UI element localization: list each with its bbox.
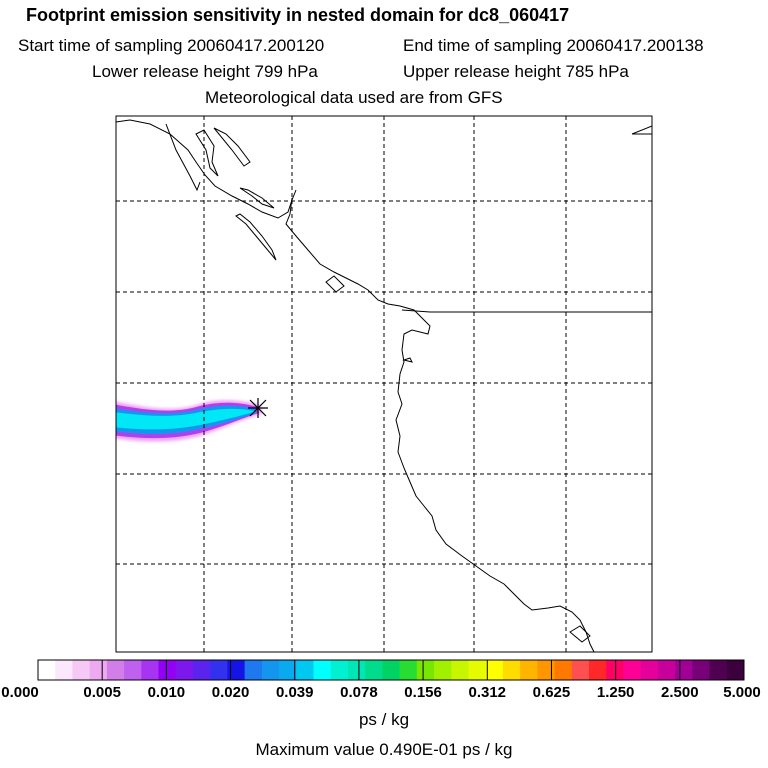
colorbar-swatch <box>537 660 556 680</box>
colorbar-swatch <box>520 660 538 680</box>
colorbar-tick-label: 5.000 <box>723 684 761 701</box>
colorbar-swatch <box>726 660 745 680</box>
colorbar-tick-label: 0.312 <box>468 684 507 701</box>
colorbar-swatch <box>347 660 366 680</box>
colorbar-swatch <box>554 660 573 680</box>
lower-release-height-label: Lower release height 799 hPa <box>92 62 318 81</box>
release-point-marker <box>248 398 268 418</box>
colorbar-swatch <box>485 660 504 680</box>
colorbar-tick-label: 0.020 <box>211 684 250 701</box>
colorbar-swatch <box>657 660 676 680</box>
colorbar-swatch <box>675 660 693 680</box>
colorbar <box>37 659 745 681</box>
maximum-value-label: Maximum value 0.490E-01 ps / kg <box>255 740 513 759</box>
colorbar-tick-label: 0.156 <box>404 684 442 701</box>
colorbar-swatch <box>365 660 383 680</box>
colorbar-swatch <box>279 660 297 680</box>
colorbar-swatch <box>416 660 435 680</box>
colorbar-swatch <box>175 660 194 680</box>
colorbar-tick-label: 0.010 <box>147 684 186 701</box>
colorbar-unit: ps / kg <box>358 710 410 729</box>
colorbar-swatch <box>330 660 349 680</box>
colorbar-swatch <box>227 660 246 680</box>
map-frame <box>115 115 653 653</box>
start-time-label: Start time of sampling 20060417.200120 <box>18 36 325 55</box>
colorbar-swatch <box>55 660 73 680</box>
colorbar-swatch <box>124 660 142 680</box>
colorbar-swatch <box>623 660 642 680</box>
coastline <box>116 119 652 652</box>
colorbar-swatch <box>692 660 711 680</box>
colorbar-swatch <box>451 660 469 680</box>
colorbar-tick-label: 0.625 <box>532 684 571 701</box>
end-time-label: End time of sampling 20060417.200138 <box>403 36 704 55</box>
emission-plume <box>116 400 262 442</box>
colorbar-swatch <box>261 660 280 680</box>
colorbar-swatch <box>434 660 452 680</box>
colorbar-swatch <box>244 660 263 680</box>
colorbar-swatch <box>399 660 418 680</box>
colorbar-swatch <box>106 660 125 680</box>
colorbar-swatch <box>192 660 211 680</box>
colorbar-swatch <box>640 660 659 680</box>
colorbar-swatch <box>709 660 728 680</box>
colorbar-tick-label: 0.078 <box>340 684 378 701</box>
colorbar-swatch <box>210 660 228 680</box>
colorbar-swatch <box>89 660 108 680</box>
colorbar-swatch <box>38 660 56 680</box>
colorbar-tick-label: 2.500 <box>661 684 699 701</box>
meteorological-data-label: Meteorological data used are from GFS <box>205 88 503 107</box>
colorbar-tick-label: 0.000 <box>1 684 39 701</box>
colorbar-swatch <box>296 660 315 680</box>
colorbar-tick-label: 0.005 <box>83 684 121 701</box>
colorbar-swatch <box>382 660 401 680</box>
plot-title: Footprint emission sensitivity in nested… <box>26 5 570 25</box>
colorbar-swatch <box>72 660 91 680</box>
colorbar-tick-label: 1.250 <box>596 684 635 701</box>
upper-release-height-label: Upper release height 785 hPa <box>403 62 629 81</box>
colorbar-swatch <box>502 660 521 680</box>
colorbar-swatch <box>468 660 487 680</box>
colorbar-tick-label: 0.039 <box>275 684 314 701</box>
colorbar-swatch <box>141 660 160 680</box>
map-grid <box>116 116 652 652</box>
colorbar-swatch <box>589 660 607 680</box>
colorbar-swatch <box>313 660 332 680</box>
colorbar-swatch <box>571 660 590 680</box>
colorbar-swatch <box>606 660 624 680</box>
colorbar-frame <box>37 659 745 681</box>
colorbar-swatch <box>158 660 177 680</box>
